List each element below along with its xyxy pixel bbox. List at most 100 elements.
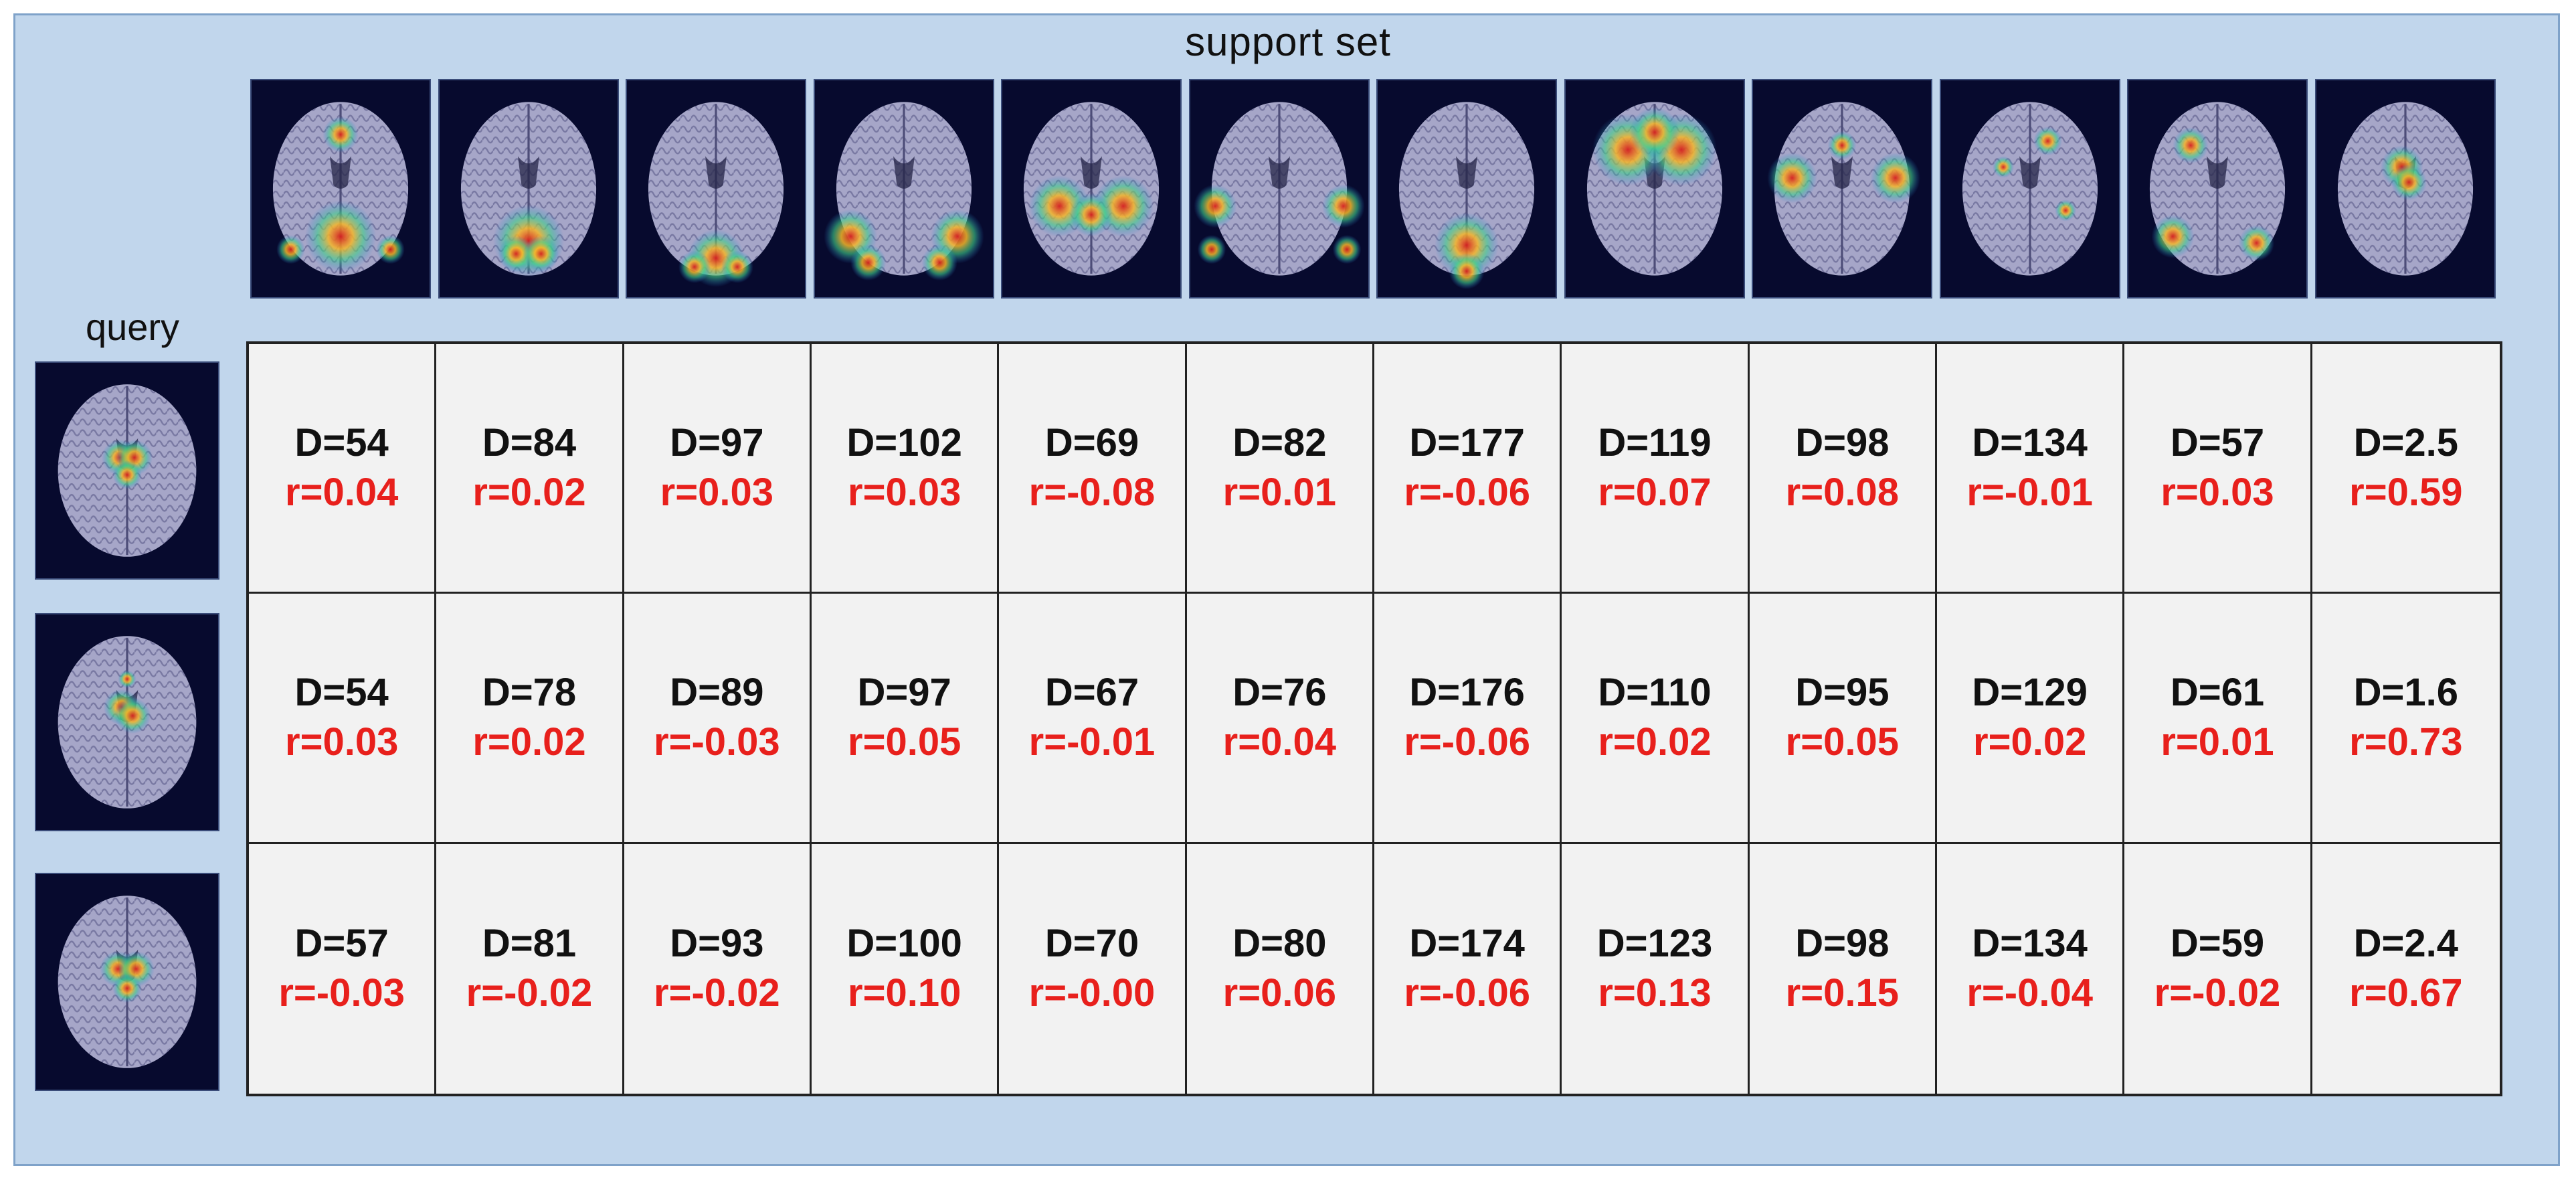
table-cell: D=59 r=-0.02: [2124, 843, 2312, 1094]
table-cell: D=98 r=0.08: [1749, 344, 1937, 594]
correlation-value: r=0.73: [2349, 720, 2463, 764]
activation-heatspot: [2173, 127, 2209, 164]
brain-mri-icon: [36, 363, 218, 578]
correlation-value: r=0.13: [1598, 971, 1712, 1015]
table-cell: D=2.4 r=0.67: [2312, 843, 2500, 1094]
distance-value: D=69: [1044, 421, 1139, 465]
correlation-value: r=-0.06: [1404, 471, 1530, 515]
correlation-value: r=-0.08: [1028, 471, 1156, 515]
activation-heatspot: [850, 244, 886, 281]
activation-heatspot: [2391, 164, 2427, 201]
correlation-value: r=0.07: [1598, 471, 1712, 515]
brain-mri-icon: [1190, 80, 1368, 297]
activation-heatspot: [1435, 212, 1499, 278]
distance-value: D=97: [670, 421, 764, 465]
activation-heatspot: [523, 236, 559, 272]
distance-value: D=134: [1972, 421, 2088, 465]
distance-value: D=70: [1044, 922, 1139, 966]
correlation-value: r=0.08: [1785, 471, 1899, 515]
correlation-value: r=0.02: [1598, 720, 1712, 764]
correlation-value: r=0.67: [2349, 971, 2463, 1015]
distance-value: D=84: [482, 421, 577, 465]
table-cell: D=93 r=-0.02: [624, 843, 812, 1094]
table-cell: D=89 r=-0.03: [624, 594, 812, 844]
distance-value: D=98: [1795, 922, 1890, 966]
correlation-value: r=0.03: [2160, 471, 2274, 515]
query-image-2: [35, 613, 219, 831]
correlation-value: r=0.03: [660, 471, 773, 515]
table-cell: D=129 r=0.02: [1937, 594, 2125, 844]
correlation-value: r=-0.01: [1966, 471, 2093, 515]
table-cell: D=176 r=-0.06: [1374, 594, 1562, 844]
activation-heatspot: [2033, 126, 2062, 156]
activation-heatspot: [1992, 156, 2014, 178]
table-cell: D=57 r=0.03: [2124, 344, 2312, 594]
table-cell: D=177 r=-0.06: [1374, 344, 1562, 594]
activation-heatspot: [304, 200, 377, 273]
table-cell: D=84 r=0.02: [436, 344, 624, 594]
correlation-value: r=0.01: [1222, 471, 1336, 515]
activation-heatspot: [1197, 235, 1226, 264]
activation-heatspot: [921, 244, 957, 281]
correlation-value: r=0.03: [848, 471, 961, 515]
activation-heatspot: [1193, 184, 1236, 228]
activation-heatspot: [2151, 214, 2195, 258]
table-cell: D=98 r=0.15: [1749, 843, 1937, 1094]
table-cell: D=97 r=0.05: [812, 594, 1000, 844]
brain-mri-icon: [1002, 80, 1180, 297]
table-cell: D=1.6 r=0.73: [2312, 594, 2500, 844]
correlation-value: r=-0.02: [466, 971, 593, 1015]
table-cell: D=2.5 r=0.59: [2312, 344, 2500, 594]
activation-heatspot: [2238, 225, 2275, 261]
distance-value: D=81: [482, 922, 577, 966]
correlation-value: r=-0.03: [278, 971, 405, 1015]
table-cell: D=97 r=0.03: [624, 344, 812, 594]
distance-value: D=100: [846, 922, 962, 966]
distance-value: D=59: [2170, 922, 2265, 966]
correlation-value: r=0.05: [848, 720, 961, 764]
query-label: query: [85, 306, 180, 348]
distance-value: D=123: [1596, 922, 1713, 966]
correlation-value: r=0.01: [2160, 720, 2274, 764]
distance-value: D=174: [1409, 922, 1525, 966]
brain-mri-icon: [2128, 80, 2306, 297]
table-cell: D=134 r=-0.04: [1937, 843, 2125, 1094]
activation-heatspot: [721, 250, 753, 283]
correlation-value: r=-0.04: [1966, 971, 2093, 1015]
distance-value: D=110: [1598, 671, 1712, 715]
correlation-value: r=-0.06: [1404, 720, 1530, 764]
distance-value: D=54: [294, 421, 389, 465]
activation-heatspot: [2054, 199, 2076, 222]
activation-heatspot: [112, 460, 142, 489]
correlation-value: r=-0.02: [2154, 971, 2281, 1015]
activation-heatspot: [498, 236, 534, 272]
brain-mri-icon: [627, 80, 805, 297]
correlation-value: r=-0.02: [654, 971, 780, 1015]
support-image-8: [1564, 79, 1745, 299]
correlation-value: r=0.04: [285, 471, 399, 515]
support-image-2: [438, 79, 619, 299]
correlation-value: r=0.15: [1785, 971, 1899, 1015]
brain-mri-icon: [1378, 80, 1556, 297]
table-cell: D=54 r=0.04: [249, 344, 437, 594]
distance-value: D=61: [2170, 671, 2265, 715]
table-cell: D=80 r=0.06: [1186, 843, 1374, 1094]
distance-value: D=98: [1795, 421, 1890, 465]
table-cell: D=61 r=0.01: [2124, 594, 2312, 844]
activation-heatspot: [112, 974, 142, 1003]
brain-mri-icon: [814, 80, 993, 297]
support-image-10: [1939, 79, 2120, 299]
table-cell: D=70 r=-0.00: [999, 843, 1187, 1094]
activation-heatspot: [1332, 235, 1361, 264]
correlation-value: r=0.05: [1785, 720, 1899, 764]
distance-value: D=119: [1598, 421, 1712, 465]
distance-value: D=78: [482, 671, 577, 715]
support-image-11: [2127, 79, 2308, 299]
brain-mri-icon: [252, 80, 430, 297]
distance-value: D=102: [846, 421, 962, 465]
distance-value: D=177: [1409, 421, 1525, 465]
table-cell: D=110 r=0.02: [1562, 594, 1750, 844]
support-image-5: [1001, 79, 1182, 299]
distance-value: D=67: [1044, 671, 1139, 715]
correlation-value: r=-0.03: [654, 720, 780, 764]
